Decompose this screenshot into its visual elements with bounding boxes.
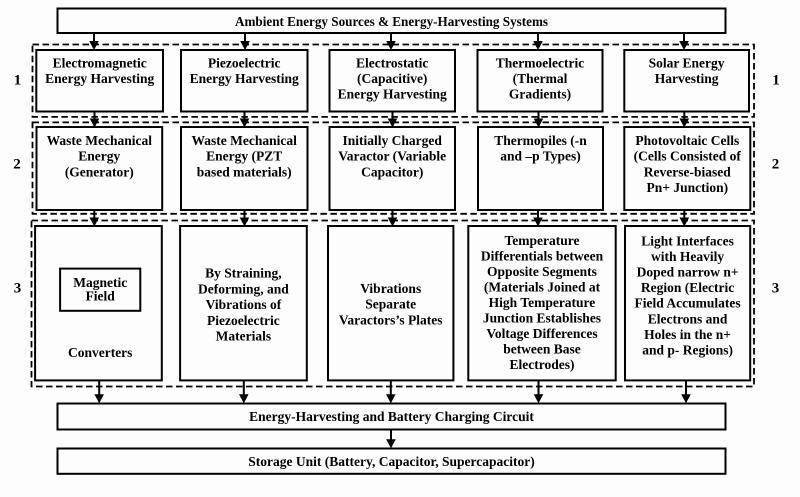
svg-text:Converters: Converters bbox=[68, 345, 132, 360]
svg-text:2: 2 bbox=[13, 157, 21, 173]
svg-text:Electrons and: Electrons and bbox=[648, 311, 728, 326]
svg-text:Region (Electric: Region (Electric bbox=[641, 280, 734, 295]
svg-text:Energy: Energy bbox=[78, 149, 120, 164]
svg-text:Opposite Segments: Opposite Segments bbox=[487, 264, 597, 279]
svg-text:Energy Harvesting: Energy Harvesting bbox=[338, 87, 447, 102]
svg-text:Temperature: Temperature bbox=[505, 233, 580, 248]
svg-text:Initially Charged: Initially Charged bbox=[343, 133, 443, 148]
svg-text:Differentials between: Differentials between bbox=[481, 248, 604, 263]
svg-text:3: 3 bbox=[772, 281, 780, 297]
svg-text:between Base: between Base bbox=[503, 341, 581, 356]
svg-text:Thermoelectric: Thermoelectric bbox=[496, 56, 584, 71]
svg-text:Energy (PZT: Energy (PZT bbox=[206, 149, 282, 164]
svg-text:Energy-Harvesting and Battery: Energy-Harvesting and Battery Charging C… bbox=[249, 409, 534, 424]
svg-text:Materials: Materials bbox=[216, 329, 271, 344]
svg-text:(Cells Consisted of: (Cells Consisted of bbox=[634, 149, 742, 164]
svg-text:(Materials Joined at: (Materials Joined at bbox=[484, 279, 601, 294]
svg-text:1: 1 bbox=[14, 73, 22, 89]
svg-text:with Heavily: with Heavily bbox=[651, 249, 724, 264]
svg-text:Vibrations: Vibrations bbox=[360, 281, 421, 296]
svg-text:Thermopiles (-n: Thermopiles (-n bbox=[494, 133, 587, 148]
svg-text:(Capacitive): (Capacitive) bbox=[357, 71, 427, 86]
svg-text:Energy Harvesting: Energy Harvesting bbox=[190, 71, 299, 86]
svg-text:(Thermal: (Thermal bbox=[513, 71, 568, 86]
svg-text:Piezoelectric: Piezoelectric bbox=[207, 313, 280, 328]
svg-text:Electrostatic: Electrostatic bbox=[356, 56, 428, 71]
svg-text:Field: Field bbox=[86, 289, 116, 304]
svg-text:High Temperature: High Temperature bbox=[489, 295, 596, 310]
svg-text:Varactor (Variable: Varactor (Variable bbox=[338, 149, 446, 164]
svg-text:(Generator): (Generator) bbox=[65, 164, 134, 179]
svg-text:Light Interfaces: Light Interfaces bbox=[641, 233, 734, 248]
svg-text:Reverse-biased: Reverse-biased bbox=[644, 164, 731, 179]
svg-text:3: 3 bbox=[14, 281, 22, 297]
svg-text:Junction Establishes: Junction Establishes bbox=[483, 310, 601, 325]
svg-text:Field Accumulates: Field Accumulates bbox=[635, 296, 741, 311]
svg-text:Waste Mechanical: Waste Mechanical bbox=[192, 133, 298, 148]
svg-text:Pn+ Junction): Pn+ Junction) bbox=[647, 180, 729, 195]
svg-text:Electromagnetic: Electromagnetic bbox=[53, 56, 147, 71]
svg-text:and –p Types): and –p Types) bbox=[500, 149, 581, 164]
svg-text:2: 2 bbox=[772, 157, 780, 173]
svg-text:Deforming, and: Deforming, and bbox=[198, 281, 289, 296]
svg-text:Harvesting: Harvesting bbox=[655, 71, 719, 86]
svg-text:Vibrations of: Vibrations of bbox=[206, 297, 282, 312]
svg-text:Photovoltaic Cells: Photovoltaic Cells bbox=[635, 133, 739, 148]
svg-text:Doped narrow n+: Doped narrow n+ bbox=[637, 265, 739, 280]
svg-text:Holes in the n+: Holes in the n+ bbox=[644, 327, 731, 342]
svg-text:Waste Mechanical: Waste Mechanical bbox=[47, 133, 153, 148]
svg-text:Energy Harvesting: Energy Harvesting bbox=[45, 71, 154, 86]
svg-text:Separate: Separate bbox=[365, 297, 416, 312]
svg-text:Solar Energy: Solar Energy bbox=[649, 56, 725, 71]
svg-text:based materials): based materials) bbox=[197, 164, 292, 179]
svg-text:Piezoelectric: Piezoelectric bbox=[208, 56, 281, 71]
svg-text:Electrodes): Electrodes) bbox=[510, 357, 575, 372]
svg-text:Gradients): Gradients) bbox=[509, 87, 571, 102]
svg-text:Magnetic: Magnetic bbox=[73, 275, 127, 290]
svg-text:By Straining,: By Straining, bbox=[205, 266, 282, 281]
svg-text:and p- Regions): and p- Regions) bbox=[642, 343, 733, 358]
svg-text:Storage Unit (Battery, Capacit: Storage Unit (Battery, Capacitor, Superc… bbox=[248, 454, 534, 469]
svg-text:Voltage Differences: Voltage Differences bbox=[486, 326, 597, 341]
svg-text:1: 1 bbox=[772, 73, 780, 89]
svg-text:Ambient Energy Sources & Energ: Ambient Energy Sources & Energy-Harvesti… bbox=[235, 14, 548, 29]
svg-text:Varactors’s Plates: Varactors’s Plates bbox=[339, 312, 443, 327]
svg-text:Capacitor): Capacitor) bbox=[361, 164, 423, 179]
